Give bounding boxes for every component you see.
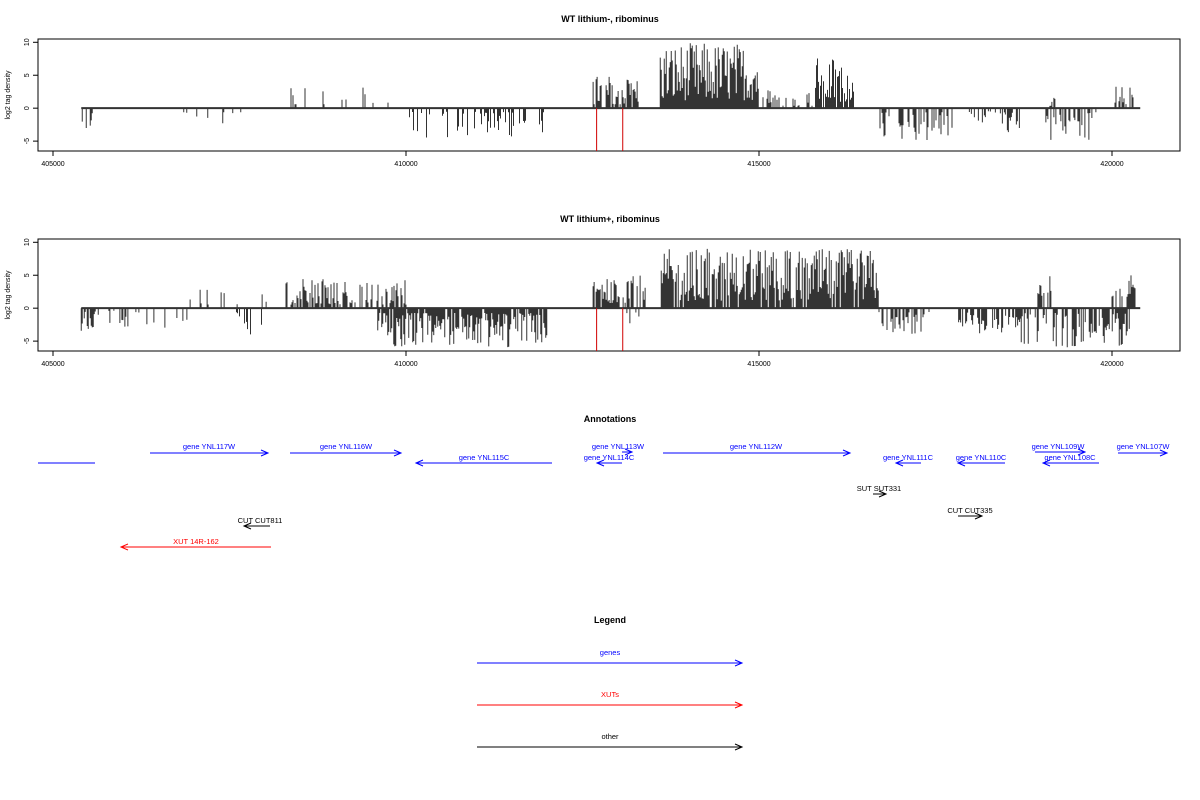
legend-label: genes <box>600 648 621 657</box>
feature-label: gene YNL110C <box>956 453 1007 462</box>
legend-item-other: other <box>477 732 744 751</box>
x-tick-label: 410000 <box>394 161 417 168</box>
panel-2-bars <box>80 248 1141 348</box>
x-tick-label: 415000 <box>747 161 770 168</box>
panel-2-y-axis: -5 0 5 10 <box>24 238 38 344</box>
arrow-left-icon <box>242 522 252 530</box>
feature-label: XUT 14R-162 <box>173 537 219 546</box>
x-tick-label: 405000 <box>41 361 64 368</box>
arrow-right-icon <box>1077 448 1087 456</box>
panel-1-bars <box>81 43 1141 140</box>
feature-label: gene YNL115C <box>459 453 510 462</box>
y-tick-label: 10 <box>24 38 31 46</box>
feature-label: gene YNL117W <box>183 442 236 451</box>
y-tick-label: -5 <box>24 338 31 344</box>
feature-label: CUT CUT335 <box>947 506 992 515</box>
feature-label: gene YNL109W <box>1032 442 1086 451</box>
panel-lithium-minus: WT lithium-, ribominus log2 tag density … <box>5 14 1181 168</box>
annotation-feature: gene YNL112W <box>663 442 852 457</box>
tag-density-bars <box>80 248 1136 348</box>
legend-item-gene: genes <box>477 648 744 667</box>
panel-1-frame <box>37 38 1181 152</box>
annotation-features: gene YNL117W gene YNL116W gene YNL115C gene… <box>38 442 1171 551</box>
panel-1-ylabel: log2 tag density <box>5 70 12 120</box>
legend: Legend genes XUTs other <box>477 615 744 751</box>
arrow-right-icon <box>734 743 744 751</box>
feature-label: CUT CUT811 <box>238 516 283 525</box>
panel-1-x-axis: 405000 410000 415000 420000 <box>41 151 1124 168</box>
annotation-feature: CUT CUT335 <box>947 506 993 520</box>
annotation-feature: gene YNL108C <box>1041 453 1099 467</box>
x-tick-label: 415000 <box>747 361 770 368</box>
y-tick-label: -5 <box>24 138 31 144</box>
annotation-feature: gene YNL107W <box>1117 442 1171 457</box>
annotation-feature: SUT SUT331 <box>857 484 901 498</box>
tag-density-bars <box>81 43 1134 140</box>
legend-label: XUTs <box>601 690 619 699</box>
x-tick-label: 405000 <box>41 161 64 168</box>
feature-label: gene YNL107W <box>1117 442 1171 451</box>
arrow-right-icon <box>393 449 403 457</box>
panel-1-title: WT lithium-, ribominus <box>561 14 659 24</box>
annotation-feature: gene YNL117W <box>150 442 270 457</box>
feature-label: gene YNL112W <box>730 442 783 451</box>
arrow-right-icon <box>842 449 852 457</box>
panel-2-x-axis: 405000 410000 415000 420000 <box>41 351 1124 368</box>
arrow-right-icon <box>624 448 634 456</box>
panel-1-red-markers <box>596 108 624 151</box>
panel-2-title: WT lithium+, ribominus <box>560 214 660 224</box>
feature-label: gene YNL116W <box>320 442 373 451</box>
panel-2-frame <box>37 238 1181 352</box>
x-tick-label: 420000 <box>1100 161 1123 168</box>
annotation-feature: gene YNL109W <box>1032 442 1087 456</box>
arrow-left-icon <box>119 543 129 551</box>
y-tick-label: 10 <box>24 238 31 246</box>
annotation-feature: CUT CUT811 <box>238 516 283 530</box>
arrow-right-icon <box>974 512 984 520</box>
legend-item-xut: XUTs <box>477 690 744 709</box>
arrow-right-icon <box>878 490 888 498</box>
annotation-feature: gene YNL115C <box>414 453 552 467</box>
y-tick-label: 0 <box>24 106 31 110</box>
panel-2-ylabel: log2 tag density <box>5 270 12 320</box>
x-tick-label: 420000 <box>1100 361 1123 368</box>
feature-label: gene YNL114C <box>584 453 635 462</box>
y-tick-label: 5 <box>24 273 31 277</box>
annotations-track: Annotations gene YNL117W gene YNL116Wgene… <box>38 414 1171 551</box>
panel-1-y-axis: -5 0 5 10 <box>24 38 38 144</box>
annotation-feature: gene YNL110C <box>956 453 1007 467</box>
annotation-feature: gene YNL116W <box>290 442 403 457</box>
annotations-title: Annotations <box>584 414 637 424</box>
arrow-left-icon <box>956 459 966 467</box>
feature-label: gene YNL108C <box>1044 453 1096 462</box>
arrow-right-icon <box>260 449 270 457</box>
y-tick-label: 0 <box>24 306 31 310</box>
y-tick-label: 5 <box>24 73 31 77</box>
legend-items: genes XUTs other <box>477 648 744 751</box>
annotation-feature: gene YNL114C <box>584 453 635 467</box>
panel-2-red-markers <box>596 308 624 351</box>
annotation-feature: gene YNL111C <box>883 453 934 467</box>
feature-label: gene YNL111C <box>883 453 934 462</box>
arrow-left-icon <box>414 459 424 467</box>
arrow-left-icon <box>894 459 904 467</box>
annotation-feature: XUT 14R-162 <box>119 537 271 551</box>
arrow-right-icon <box>1159 449 1169 457</box>
arrow-right-icon <box>734 701 744 709</box>
arrow-left-icon <box>595 459 605 467</box>
annotation-feature: gene YNL113W <box>592 442 645 456</box>
feature-label: SUT SUT331 <box>857 484 901 493</box>
arrow-left-icon <box>1041 459 1051 467</box>
legend-label: other <box>601 732 619 741</box>
arrow-right-icon <box>734 659 744 667</box>
legend-title: Legend <box>594 615 626 625</box>
feature-label: gene YNL113W <box>592 442 645 451</box>
x-tick-label: 410000 <box>394 361 417 368</box>
panel-lithium-plus: WT lithium+, ribominus log2 tag density … <box>5 214 1181 368</box>
